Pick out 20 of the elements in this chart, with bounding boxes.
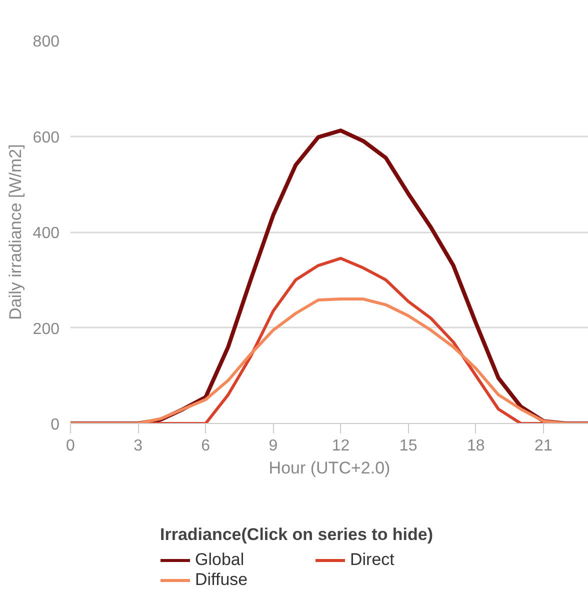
legend-label: Global xyxy=(195,550,246,570)
x-tick-label: 15 xyxy=(399,438,418,454)
y-tick-label: 400 xyxy=(32,225,60,242)
y-tick-label: 200 xyxy=(32,320,60,338)
legend-title: Irradiance(Click on series to hide) xyxy=(160,525,434,545)
legend-label: Diffuse xyxy=(195,570,249,590)
x-tick-label: 21 xyxy=(534,438,552,454)
x-tick-label: 0 xyxy=(66,438,76,454)
x-tick-label: 3 xyxy=(134,438,143,454)
y-axis-title: Daily irradiance [W/m2] xyxy=(6,144,25,320)
x-tick-label: 9 xyxy=(268,438,278,454)
line-series xyxy=(70,298,588,424)
x-axis-title: Hour (UTC+2.0) xyxy=(268,458,390,478)
y-tick-label: 600 xyxy=(32,129,60,146)
y-tick-label: 0 xyxy=(50,416,60,434)
y-tick-label: 800 xyxy=(32,34,60,50)
x-tick-label: 6 xyxy=(201,438,210,454)
legend-label: Direct xyxy=(350,550,396,570)
x-tick-label: 18 xyxy=(466,438,485,454)
x-tick-label: 12 xyxy=(332,438,350,454)
